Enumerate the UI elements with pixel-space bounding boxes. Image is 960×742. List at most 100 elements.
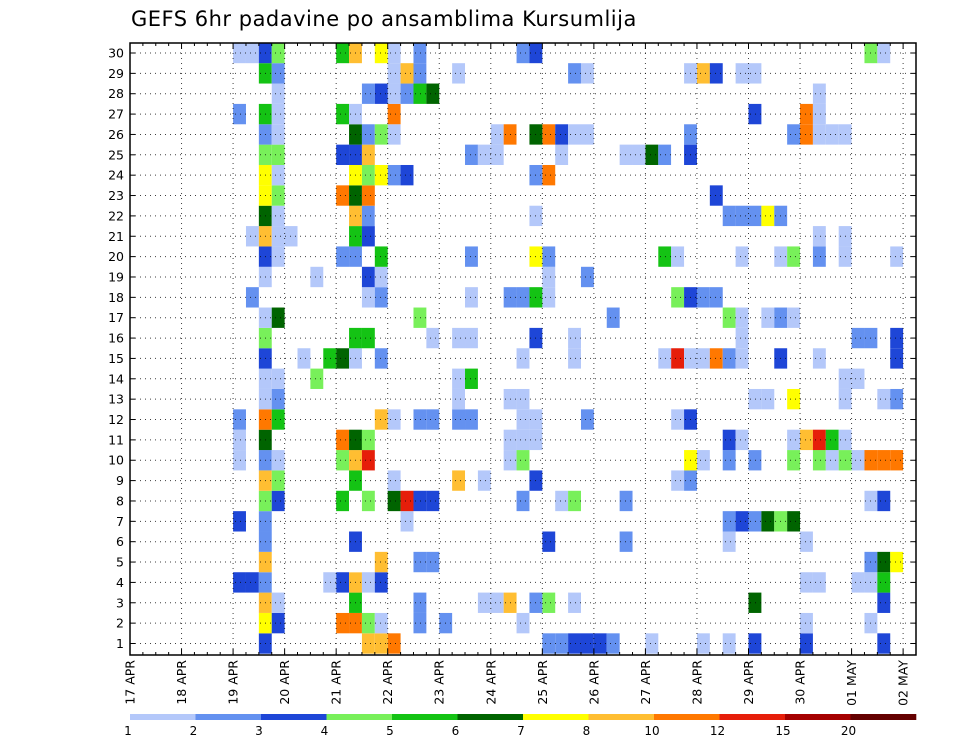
heatmap-cell <box>580 63 594 84</box>
colorbar-label: 8 <box>583 724 591 738</box>
heatmap-cell <box>696 287 710 308</box>
heatmap-cell <box>465 144 478 165</box>
heatmap-cell <box>361 287 375 308</box>
heatmap-cell <box>271 185 285 206</box>
heatmap-cell <box>374 572 388 593</box>
heatmap-cell <box>233 103 246 125</box>
gridlines <box>129 43 916 655</box>
heatmap-cell <box>800 429 813 451</box>
heatmap-cell <box>671 470 685 491</box>
heatmap-cell <box>606 633 620 654</box>
heatmap-cell <box>722 450 736 471</box>
heatmap-cell <box>748 63 762 84</box>
heatmap-cell <box>361 429 375 451</box>
heatmap-cell <box>361 83 375 104</box>
heatmap-cell <box>580 124 594 145</box>
heatmap-cell <box>722 429 736 451</box>
heatmap-cell <box>709 348 723 369</box>
heatmap-cell <box>619 531 633 552</box>
heatmap-cell <box>323 572 337 593</box>
heatmap-cell <box>271 103 285 125</box>
heatmap-cell <box>580 266 594 288</box>
heatmap-cell <box>374 124 388 145</box>
heatmap-cell <box>748 511 762 532</box>
heatmap-cell <box>452 327 466 349</box>
heatmap-cell <box>722 633 736 654</box>
heatmap-cell <box>374 633 388 654</box>
y-tick-label: 9 <box>116 473 124 488</box>
colorbar-swatch <box>654 714 720 720</box>
heatmap-cell <box>645 633 659 654</box>
heatmap-cell <box>568 348 581 369</box>
colorbar-swatch <box>785 714 851 720</box>
heatmap-cell <box>374 246 388 267</box>
x-tick-label: 28 APR <box>689 660 704 705</box>
y-tick-label: 22 <box>108 208 124 223</box>
heatmap-cell <box>877 551 891 573</box>
y-tick-label: 25 <box>108 147 124 162</box>
heatmap-cell <box>825 124 839 145</box>
heatmap-cell <box>812 226 826 247</box>
heatmap-cell <box>426 327 440 349</box>
y-tick-label: 13 <box>108 392 124 407</box>
heatmap-cell <box>800 124 813 145</box>
colorbar-label: 3 <box>255 724 263 738</box>
colorbar-label: 10 <box>644 724 659 738</box>
heatmap-cell <box>233 450 246 471</box>
x-tick-label: 26 APR <box>586 660 601 705</box>
heatmap-cell <box>336 185 350 206</box>
y-tick-label: 8 <box>116 493 124 508</box>
heatmap-cell <box>387 633 401 654</box>
heatmap-cell <box>271 246 285 267</box>
x-tick-label: 25 APR <box>535 660 550 705</box>
heatmap-cell <box>310 368 324 389</box>
heatmap-cell <box>452 470 466 491</box>
heatmap-cell <box>233 42 246 64</box>
heatmap-cell <box>722 205 736 227</box>
heatmap-cell <box>245 572 259 593</box>
heatmap-cell <box>542 633 556 654</box>
colorbar-swatch <box>326 714 393 720</box>
heatmap-cell <box>387 409 401 430</box>
heatmap-cell <box>336 490 350 512</box>
heatmap-cell <box>387 63 401 84</box>
heatmap-cell <box>361 164 375 186</box>
heatmap-cell <box>465 368 478 389</box>
heatmap-cell <box>284 226 298 247</box>
heatmap-cell <box>452 63 466 84</box>
x-tick-label: 27 APR <box>638 660 653 705</box>
heatmap-cell <box>271 368 285 389</box>
colorbar-label: 20 <box>841 724 856 738</box>
heatmap-cell <box>477 470 491 491</box>
heatmap-cell <box>387 103 401 125</box>
heatmap-cell <box>245 226 259 247</box>
heatmap-cell <box>542 164 556 186</box>
heatmap-cell <box>336 572 350 593</box>
heatmap-cell <box>336 144 350 165</box>
y-axis: 1234567891011121314151617181920212223242… <box>108 46 916 651</box>
heatmap-cell <box>800 612 813 634</box>
heatmap-cell <box>890 246 904 267</box>
heatmap-cell <box>374 409 388 430</box>
heatmap-cell <box>787 124 801 145</box>
heatmap-cell <box>568 633 581 654</box>
chart-title: GEFS 6hr padavine po ansamblima Kursumli… <box>131 7 637 31</box>
heatmap-cell <box>452 409 466 430</box>
heatmap-cell <box>374 551 388 573</box>
heatmap-cell <box>877 490 891 512</box>
heatmap-cell <box>787 388 801 410</box>
heatmap-cell <box>787 307 801 328</box>
y-tick-label: 2 <box>116 616 124 631</box>
heatmap-cell <box>696 348 710 369</box>
y-tick-label: 1 <box>116 636 124 651</box>
colorbar: 1 2 3 4 5 6 7 8 10 12 15 20 <box>124 714 917 738</box>
heatmap-cell <box>735 511 749 532</box>
heatmap-cell <box>271 450 285 471</box>
heatmap-cell <box>555 144 569 165</box>
heatmap-cell <box>374 164 388 186</box>
colorbar-swatch <box>195 714 262 720</box>
heatmap-cell <box>812 83 826 104</box>
heatmap-cell <box>787 450 801 471</box>
heatmap-cell <box>671 348 685 369</box>
heatmap-cell <box>233 511 246 532</box>
